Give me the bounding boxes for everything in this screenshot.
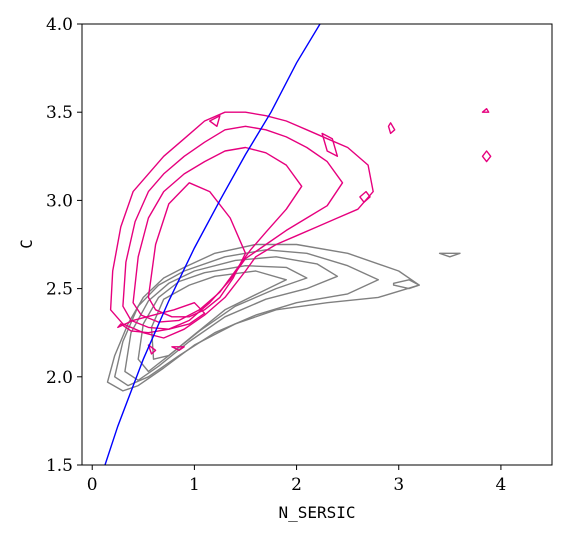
contour-series-1-level-4 [117, 302, 206, 334]
contour-series-0-level-4 [150, 270, 287, 360]
ticks-layer: 0 1 2 3 4 1.5 2.0 2.5 3.0 3.5 4.0 [46, 15, 506, 495]
contour-series-0-level-2 [124, 256, 339, 381]
x-tick-label: 2 [291, 475, 302, 495]
y-tick-label: 3.5 [46, 103, 73, 123]
contour-series-1-level-3 [147, 182, 247, 318]
y-tick-label: 3.0 [46, 191, 73, 211]
contour-series-1-level-7 [387, 122, 396, 135]
contour-series-1-level-8 [481, 150, 492, 163]
y-axis-label: C [17, 239, 36, 249]
contour-series-1-level-5 [208, 114, 221, 128]
contour-series-0-level-5 [392, 279, 420, 290]
y-tick-label: 2.5 [46, 280, 73, 300]
x-tick-label: 3 [393, 475, 404, 495]
contour-series-1-level-0 [109, 111, 374, 339]
plot-background [82, 24, 552, 465]
contour-series-1-level-9 [481, 107, 490, 113]
y-tick-label: 2.0 [46, 368, 73, 388]
data-layer [104, 24, 492, 465]
y-tick-label: 4.0 [46, 15, 73, 35]
x-axis-label: N_SERSIC [278, 503, 355, 522]
contour-series-1-level-1 [122, 125, 344, 330]
fit-line [104, 24, 321, 465]
plot-frame [81, 23, 553, 466]
x-tick-label: 0 [87, 475, 98, 495]
contour-series-1-level-6 [321, 132, 339, 158]
contour-series-1-level-11 [147, 344, 157, 355]
contour-series-0-level-1 [113, 249, 379, 387]
contour-series-1-level-10 [359, 190, 371, 203]
x-tick-label: 4 [495, 475, 506, 495]
y-tick-label: 1.5 [46, 456, 73, 476]
x-tick-label: 1 [189, 475, 200, 495]
contour-series-0-level-6 [438, 252, 461, 258]
contour-series-1-level-12 [171, 346, 185, 351]
